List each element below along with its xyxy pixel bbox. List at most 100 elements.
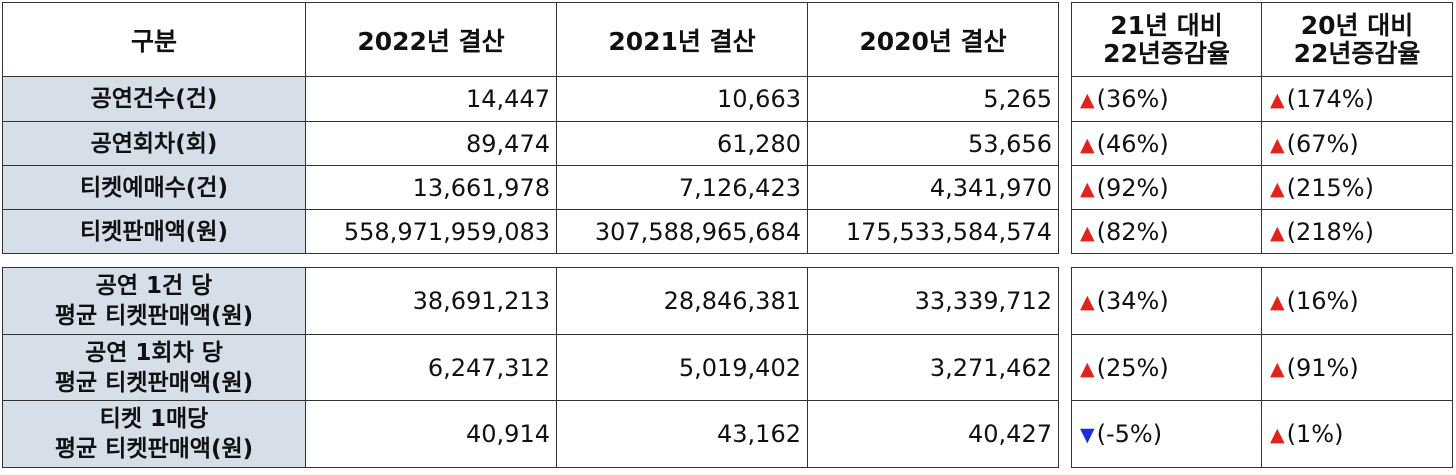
change-rate-table: 21년 대비 22년증감율 20년 대비 22년증감율 ▲(36%) ▲(174… xyxy=(1071,2,1453,254)
change-value: (91%) xyxy=(1286,353,1359,382)
change-value: (218%) xyxy=(1286,217,1374,246)
summary-table: 구분 2022년 결산 2021년 결산 2020년 결산 공연건수(건) 14… xyxy=(2,2,1059,254)
change-cell: ▲(1%) xyxy=(1261,400,1453,468)
change-cell: ▼(-5%) xyxy=(1071,400,1262,468)
table-row: ▲(46%) ▲(67%) xyxy=(1071,121,1453,166)
row-label-line: 평균 티켓판매액(원) xyxy=(54,303,254,329)
value-2022: 40,914 xyxy=(305,400,557,468)
value-2020: 175,533,584,574 xyxy=(807,209,1059,254)
row-label-line: 공연 1건 당 xyxy=(95,273,213,299)
table-row: 공연건수(건) 14,447 10,663 5,265 xyxy=(2,76,1059,122)
table-row: 공연 1회차 당 평균 티켓판매액(원) 6,247,312 5,019,402… xyxy=(2,334,1059,401)
change-cell: ▲(16%) xyxy=(1261,267,1453,335)
row-label-line: 티켓 1매당 xyxy=(99,406,209,432)
value-2021: 10,663 xyxy=(556,76,808,122)
table-row: ▲(34%) ▲(16%) xyxy=(1071,267,1453,335)
change-cell: ▲(25%) xyxy=(1071,334,1262,401)
value-2021: 307,588,965,684 xyxy=(556,209,808,254)
table-row: 티켓판매액(원) 558,971,959,083 307,588,965,684… xyxy=(2,209,1059,254)
change-value: (16%) xyxy=(1286,287,1359,315)
value-2020: 53,656 xyxy=(807,121,1059,166)
header-line: 21년 대비 xyxy=(1110,10,1223,40)
change-value: (46%) xyxy=(1096,129,1169,158)
value-2020: 3,271,462 xyxy=(807,334,1059,401)
col-header-2021: 2021년 결산 xyxy=(556,2,808,77)
change-value: (82%) xyxy=(1096,217,1169,246)
row-label-line: 평균 티켓판매액(원) xyxy=(54,369,254,396)
table-row: ▲(25%) ▲(91%) xyxy=(1071,334,1453,401)
change-cell: ▲(92%) xyxy=(1071,165,1262,210)
up-triangle-icon: ▲ xyxy=(1080,177,1095,200)
change-cell: ▲(215%) xyxy=(1261,165,1453,210)
col-header-2022: 2022년 결산 xyxy=(305,2,557,77)
change-cell: ▲(82%) xyxy=(1071,209,1262,254)
header-line: 22년증감율 xyxy=(1293,38,1421,68)
change-value: (25%) xyxy=(1096,353,1169,382)
change-cell: ▲(34%) xyxy=(1071,267,1262,335)
change-cell: ▲(46%) xyxy=(1071,121,1262,166)
value-2022: 13,661,978 xyxy=(305,165,557,210)
value-2021: 7,126,423 xyxy=(556,165,808,210)
row-label: 공연 1회차 당 평균 티켓판매액(원) xyxy=(2,334,306,401)
value-2020: 40,427 xyxy=(807,400,1059,468)
value-2020: 5,265 xyxy=(807,76,1059,122)
row-label: 티켓판매액(원) xyxy=(2,209,306,254)
col-header-change-21: 21년 대비 22년증감율 xyxy=(1071,2,1262,77)
row-label: 티켓 1매당 평균 티켓판매액(원) xyxy=(2,400,306,468)
table-row: ▲(82%) ▲(218%) xyxy=(1071,209,1453,254)
change-value: (1%) xyxy=(1286,420,1344,448)
change-value: (-5%) xyxy=(1096,420,1163,448)
row-label: 공연 1건 당 평균 티켓판매액(원) xyxy=(2,267,306,335)
up-triangle-icon: ▲ xyxy=(1270,221,1285,244)
col-header-category: 구분 xyxy=(2,2,306,77)
header-line: 22년증감율 xyxy=(1103,38,1230,68)
value-2022: 89,474 xyxy=(305,121,557,166)
change-value: (92%) xyxy=(1096,173,1169,202)
up-triangle-icon: ▲ xyxy=(1080,221,1095,244)
table-row: 티켓 1매당 평균 티켓판매액(원) 40,914 43,162 40,427 xyxy=(2,400,1059,468)
down-triangle-icon: ▼ xyxy=(1080,424,1095,446)
header-row: 21년 대비 22년증감율 20년 대비 22년증감율 xyxy=(1071,2,1453,77)
table-row: 티켓예매수(건) 13,661,978 7,126,423 4,341,970 xyxy=(2,165,1059,210)
table-row: ▼(-5%) ▲(1%) xyxy=(1071,400,1453,468)
change-cell: ▲(67%) xyxy=(1261,121,1453,166)
table-row: 공연 1건 당 평균 티켓판매액(원) 38,691,213 28,846,38… xyxy=(2,267,1059,335)
change-value: (67%) xyxy=(1286,129,1359,158)
up-triangle-icon: ▲ xyxy=(1270,291,1285,313)
col-header-2020: 2020년 결산 xyxy=(807,2,1059,77)
row-label: 공연회차(회) xyxy=(2,121,306,166)
up-triangle-icon: ▲ xyxy=(1270,357,1285,380)
up-triangle-icon: ▲ xyxy=(1270,177,1285,200)
change-value: (36%) xyxy=(1096,85,1169,113)
up-triangle-icon: ▲ xyxy=(1080,89,1095,111)
header-line: 20년 대비 xyxy=(1300,10,1414,40)
up-triangle-icon: ▲ xyxy=(1080,291,1095,313)
table-row: ▲(36%) ▲(174%) xyxy=(1071,76,1453,122)
value-2021: 61,280 xyxy=(556,121,808,166)
row-label: 티켓예매수(건) xyxy=(2,165,306,210)
change-value: (174%) xyxy=(1286,85,1374,113)
up-triangle-icon: ▲ xyxy=(1270,424,1285,446)
change-cell: ▲(91%) xyxy=(1261,334,1453,401)
average-table: 공연 1건 당 평균 티켓판매액(원) 38,691,213 28,846,38… xyxy=(2,267,1059,468)
up-triangle-icon: ▲ xyxy=(1080,357,1095,380)
up-triangle-icon: ▲ xyxy=(1080,133,1095,156)
change-cell: ▲(36%) xyxy=(1071,76,1262,122)
col-header-change-20: 20년 대비 22년증감율 xyxy=(1261,2,1453,77)
table-row: 공연회차(회) 89,474 61,280 53,656 xyxy=(2,121,1059,166)
value-2022: 558,971,959,083 xyxy=(305,209,557,254)
change-value: (34%) xyxy=(1096,287,1169,315)
value-2020: 33,339,712 xyxy=(807,267,1059,335)
row-label-line: 평균 티켓판매액(원) xyxy=(54,436,254,462)
value-2022: 14,447 xyxy=(305,76,557,122)
value-2022: 6,247,312 xyxy=(305,334,557,401)
up-triangle-icon: ▲ xyxy=(1270,133,1285,156)
value-2021: 28,846,381 xyxy=(556,267,808,335)
value-2021: 5,019,402 xyxy=(556,334,808,401)
row-label: 공연건수(건) xyxy=(2,76,306,122)
header-row: 구분 2022년 결산 2021년 결산 2020년 결산 xyxy=(2,2,1059,77)
change-value: (215%) xyxy=(1286,173,1374,202)
value-2020: 4,341,970 xyxy=(807,165,1059,210)
up-triangle-icon: ▲ xyxy=(1270,89,1285,111)
value-2022: 38,691,213 xyxy=(305,267,557,335)
